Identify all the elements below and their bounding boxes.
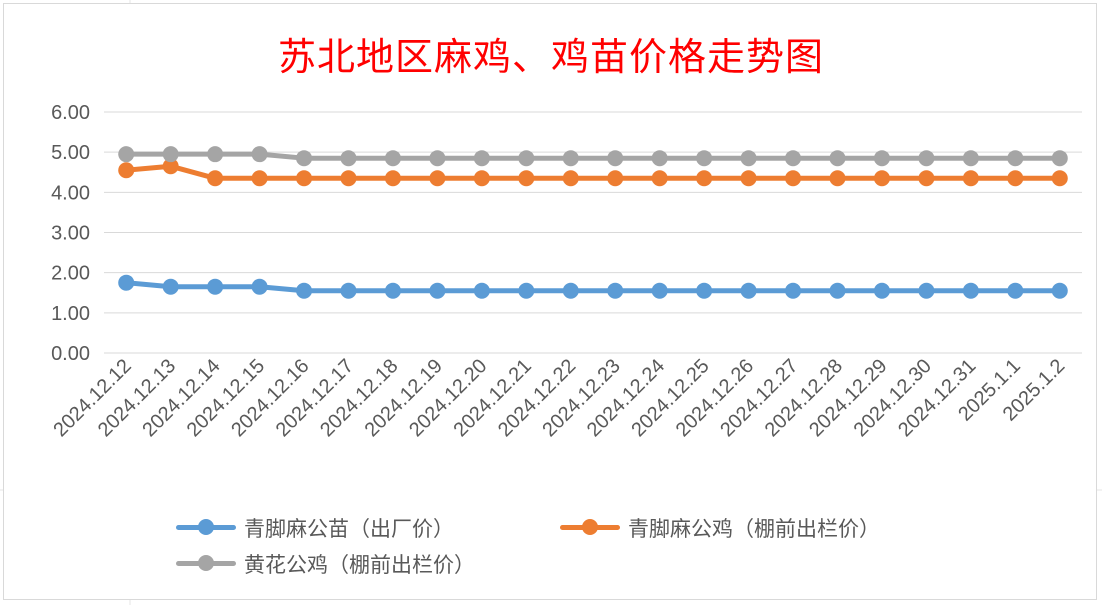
data-point[interactable] <box>207 146 224 163</box>
data-point[interactable] <box>651 170 668 187</box>
data-point[interactable] <box>340 150 357 167</box>
data-point[interactable] <box>518 150 535 167</box>
data-point[interactable] <box>962 170 979 187</box>
data-point[interactable] <box>607 150 624 167</box>
data-point[interactable] <box>1007 150 1024 167</box>
data-point[interactable] <box>740 282 757 299</box>
chart-legend: 青脚麻公苗（出厂价） 青脚麻公鸡（棚前出栏价） 黄花公鸡（棚前出栏价） <box>4 504 1098 594</box>
data-point[interactable] <box>562 170 579 187</box>
data-point[interactable] <box>340 282 357 299</box>
data-point[interactable] <box>607 170 624 187</box>
plot-area: 0.00 1.00 2.00 3.00 4.00 5.00 6.00 2024.12.122… <box>49 102 1082 441</box>
data-point[interactable] <box>962 150 979 167</box>
y-tick-label: 1.00 <box>51 303 90 325</box>
data-point[interactable] <box>785 170 802 187</box>
data-point[interactable] <box>829 170 846 187</box>
data-point[interactable] <box>785 150 802 167</box>
data-point[interactable] <box>1007 170 1024 187</box>
data-point[interactable] <box>118 146 135 163</box>
data-point[interactable] <box>1051 150 1068 167</box>
legend-item-qingjiao-rooster[interactable]: 青脚麻公鸡（棚前出栏价） <box>560 510 880 546</box>
y-tick-label: 3.00 <box>51 223 90 245</box>
data-point[interactable] <box>607 282 624 299</box>
data-point[interactable] <box>251 146 268 163</box>
data-point[interactable] <box>696 170 713 187</box>
legend-marker <box>560 510 620 546</box>
data-point[interactable] <box>340 170 357 187</box>
legend-marker <box>176 546 236 582</box>
data-point[interactable] <box>118 162 135 179</box>
legend-label: 青脚麻公苗（出厂价） <box>244 517 454 541</box>
legend-item-huanghua-rooster[interactable]: 黄花公鸡（棚前出栏价） <box>176 546 475 582</box>
series-line <box>123 280 1063 294</box>
data-point[interactable] <box>829 150 846 167</box>
chart-title: 苏北地区麻鸡、鸡苗价格走势图 <box>277 35 824 79</box>
data-point[interactable] <box>696 282 713 299</box>
data-point[interactable] <box>918 170 935 187</box>
y-axis-ticks: 0.00 1.00 2.00 3.00 4.00 5.00 6.00 <box>51 102 90 365</box>
data-point[interactable] <box>829 282 846 299</box>
data-point[interactable] <box>251 170 268 187</box>
data-point[interactable] <box>873 282 890 299</box>
y-tick-label: 0.00 <box>51 343 90 365</box>
gridlines <box>104 111 1082 354</box>
series-lines <box>118 146 1068 299</box>
data-point[interactable] <box>918 282 935 299</box>
data-point[interactable] <box>473 282 490 299</box>
legend-label: 黄花公鸡（棚前出栏价） <box>244 553 475 577</box>
data-point[interactable] <box>785 282 802 299</box>
data-point[interactable] <box>162 278 179 295</box>
data-point[interactable] <box>473 150 490 167</box>
data-point[interactable] <box>518 170 535 187</box>
data-point[interactable] <box>562 282 579 299</box>
data-point[interactable] <box>918 150 935 167</box>
chart-container[interactable]: 苏北地区麻鸡、鸡苗价格走势图 0.00 1.00 2.00 3.00 4.00 5.00 6… <box>3 3 1097 600</box>
series-1 <box>118 158 1068 187</box>
data-point[interactable] <box>696 150 713 167</box>
data-point[interactable] <box>518 282 535 299</box>
series-0 <box>118 274 1068 299</box>
data-point[interactable] <box>429 150 446 167</box>
data-point[interactable] <box>473 170 490 187</box>
data-point[interactable] <box>296 150 313 167</box>
legend-item-qingjiao-chick[interactable]: 青脚麻公苗（出厂价） <box>176 510 454 546</box>
y-tick-label: 6.00 <box>51 102 90 124</box>
data-point[interactable] <box>429 282 446 299</box>
legend-marker <box>176 510 236 546</box>
series-2 <box>118 146 1068 167</box>
data-point[interactable] <box>562 150 579 167</box>
data-point[interactable] <box>429 170 446 187</box>
y-tick-label: 2.00 <box>51 263 90 285</box>
data-point[interactable] <box>207 170 224 187</box>
data-point[interactable] <box>251 278 268 295</box>
data-point[interactable] <box>651 282 668 299</box>
data-point[interactable] <box>873 150 890 167</box>
data-point[interactable] <box>740 150 757 167</box>
data-point[interactable] <box>384 150 401 167</box>
y-tick-label: 5.00 <box>51 142 90 164</box>
data-point[interactable] <box>873 170 890 187</box>
data-point[interactable] <box>384 170 401 187</box>
legend-label: 青脚麻公鸡（棚前出栏价） <box>628 517 880 541</box>
data-point[interactable] <box>162 146 179 163</box>
data-point[interactable] <box>1051 170 1068 187</box>
data-point[interactable] <box>1007 282 1024 299</box>
data-point[interactable] <box>162 158 179 175</box>
data-point[interactable] <box>1051 282 1068 299</box>
data-point[interactable] <box>207 278 224 295</box>
data-point[interactable] <box>651 150 668 167</box>
data-point[interactable] <box>296 170 313 187</box>
data-point[interactable] <box>962 282 979 299</box>
x-axis-ticks: 2024.12.122024.12.132024.12.142024.12.15… <box>49 355 1069 441</box>
data-point[interactable] <box>740 170 757 187</box>
series-line <box>123 163 1063 181</box>
data-point[interactable] <box>384 282 401 299</box>
data-point[interactable] <box>118 274 135 291</box>
data-point[interactable] <box>296 282 313 299</box>
series-line <box>123 151 1063 161</box>
y-tick-label: 4.00 <box>51 182 90 204</box>
